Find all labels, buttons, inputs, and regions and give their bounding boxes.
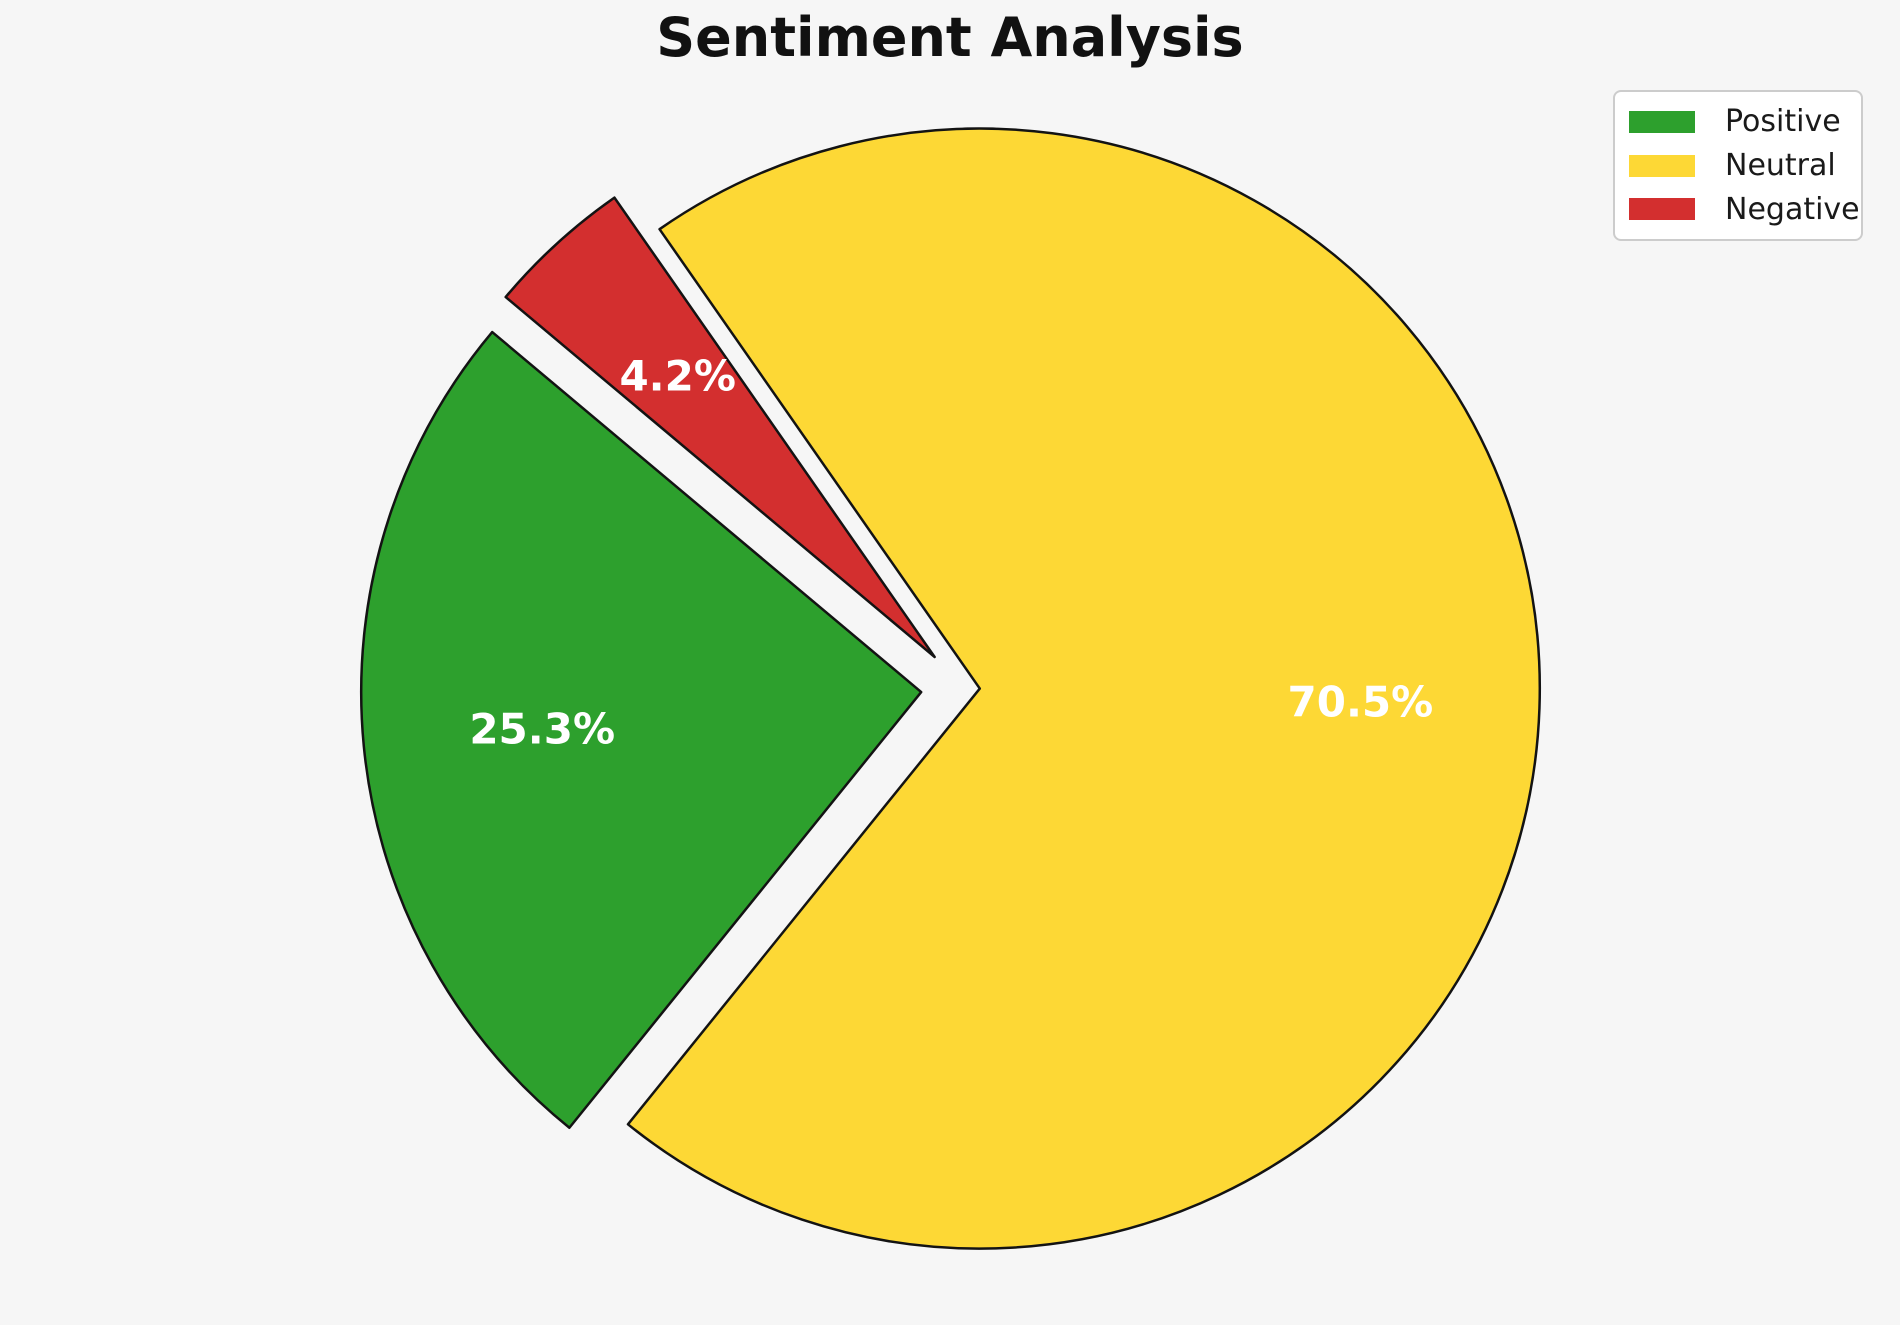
pct-label-positive: 25.3% [469, 704, 615, 753]
pie-slice-positive [359, 330, 923, 1129]
legend-label-negative: Negative [1725, 191, 1860, 227]
pct-label-neutral: 70.5% [1288, 678, 1434, 727]
legend-swatch-neutral [1629, 154, 1695, 177]
chart-title: Sentiment Analysis [656, 6, 1244, 69]
legend-swatch-positive [1629, 110, 1695, 133]
legend-item-neutral: Neutral [1629, 144, 1847, 188]
legend-item-positive: Positive [1629, 100, 1847, 144]
legend-label-neutral: Neutral [1725, 148, 1836, 183]
pie-slice-neutral [626, 127, 1542, 1250]
pct-label-negative: 4.2% [619, 352, 735, 401]
pie-slice-negative [504, 196, 936, 659]
legend: Positive Neutral Negative [1613, 90, 1863, 241]
legend-item-negative: Negative [1629, 187, 1860, 231]
legend-swatch-negative [1629, 198, 1695, 221]
legend-label-positive: Positive [1725, 104, 1841, 140]
